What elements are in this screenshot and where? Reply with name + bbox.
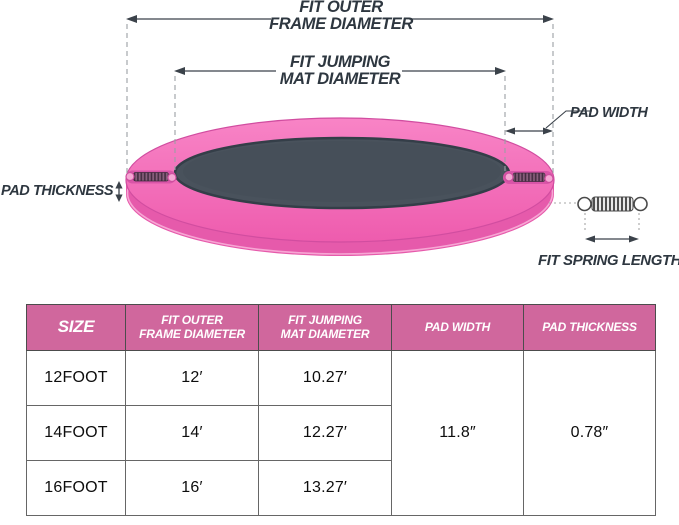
spring-length-illustration <box>549 196 648 243</box>
fit-outer-frame-diameter-label: FIT OUTER FRAME DIAMETER <box>241 0 441 33</box>
header-fit-jumping-mat-diameter: FIT JUMPING MAT DIAMETER <box>258 304 392 351</box>
left-spring <box>125 170 177 184</box>
header-size: SIZE <box>26 304 126 351</box>
mat-diameter-cell: 12.27′ <box>258 405 392 461</box>
frame-diameter-cell: 12′ <box>125 350 259 406</box>
pad-thickness-dimension <box>115 181 123 202</box>
outer-frame-dimension-lines <box>126 15 554 23</box>
table-row: 16FOOT 16′ 13.27′ <box>26 460 656 516</box>
frame-diameter-cell: 14′ <box>125 405 259 461</box>
right-spring <box>503 171 554 184</box>
size-cell: 14FOOT <box>26 405 126 461</box>
mat-extension-lines <box>174 76 506 172</box>
pad-thickness-label: PAD THICKNESS <box>1 183 114 199</box>
trampoline-illustration <box>125 117 555 256</box>
spring-coil <box>591 196 634 212</box>
table-header-row: SIZE FIT OUTER FRAME DIAMETER FIT JUMPIN… <box>26 304 656 351</box>
table-row: 14FOOT 14′ 12.27′ <box>26 405 656 461</box>
size-cell: 12FOOT <box>26 350 126 406</box>
fit-outer-label-line1: FIT OUTER <box>299 0 383 16</box>
pad-width-value-cell: 11.8″ <box>391 350 524 516</box>
size-spec-table: SIZE FIT OUTER FRAME DIAMETER FIT JUMPIN… <box>26 304 656 516</box>
pad-thickness-value-cell: 0.78″ <box>523 350 656 516</box>
frame-diameter-cell: 16′ <box>125 460 259 516</box>
fit-jumping-label-line2: MAT DIAMETER <box>279 70 401 88</box>
fit-spring-length-label: FIT SPRING LENGTH <box>538 252 679 269</box>
mat-diameter-cell: 10.27′ <box>258 350 392 406</box>
pad-width-dimension <box>505 110 592 135</box>
header-pad-thickness: PAD THICKNESS <box>523 304 656 351</box>
diagram-graphics <box>115 15 648 256</box>
fit-jumping-mat-diameter-label: FIT JUMPING MAT DIAMETER <box>240 54 440 88</box>
header-fit-outer-frame-diameter: FIT OUTER FRAME DIAMETER <box>125 304 259 351</box>
fit-jumping-label-line1: FIT JUMPING <box>289 53 391 71</box>
pad-width-label: PAD WIDTH <box>570 105 648 121</box>
fit-outer-label-line2: FRAME DIAMETER <box>269 15 413 33</box>
mat-diameter-cell: 13.27′ <box>258 460 392 516</box>
table-row: 12FOOT 12′ 10.27′ 11.8″ 0.78″ <box>26 350 656 516</box>
header-pad-width: PAD WIDTH <box>391 304 524 351</box>
size-cell: 16FOOT <box>26 460 126 516</box>
mat-dimension-lines <box>174 67 506 75</box>
outer-frame-extension-lines <box>126 24 554 176</box>
trampoline-dimension-diagram: FIT OUTER FRAME DIAMETER FIT JUMPING MAT… <box>1 0 679 269</box>
